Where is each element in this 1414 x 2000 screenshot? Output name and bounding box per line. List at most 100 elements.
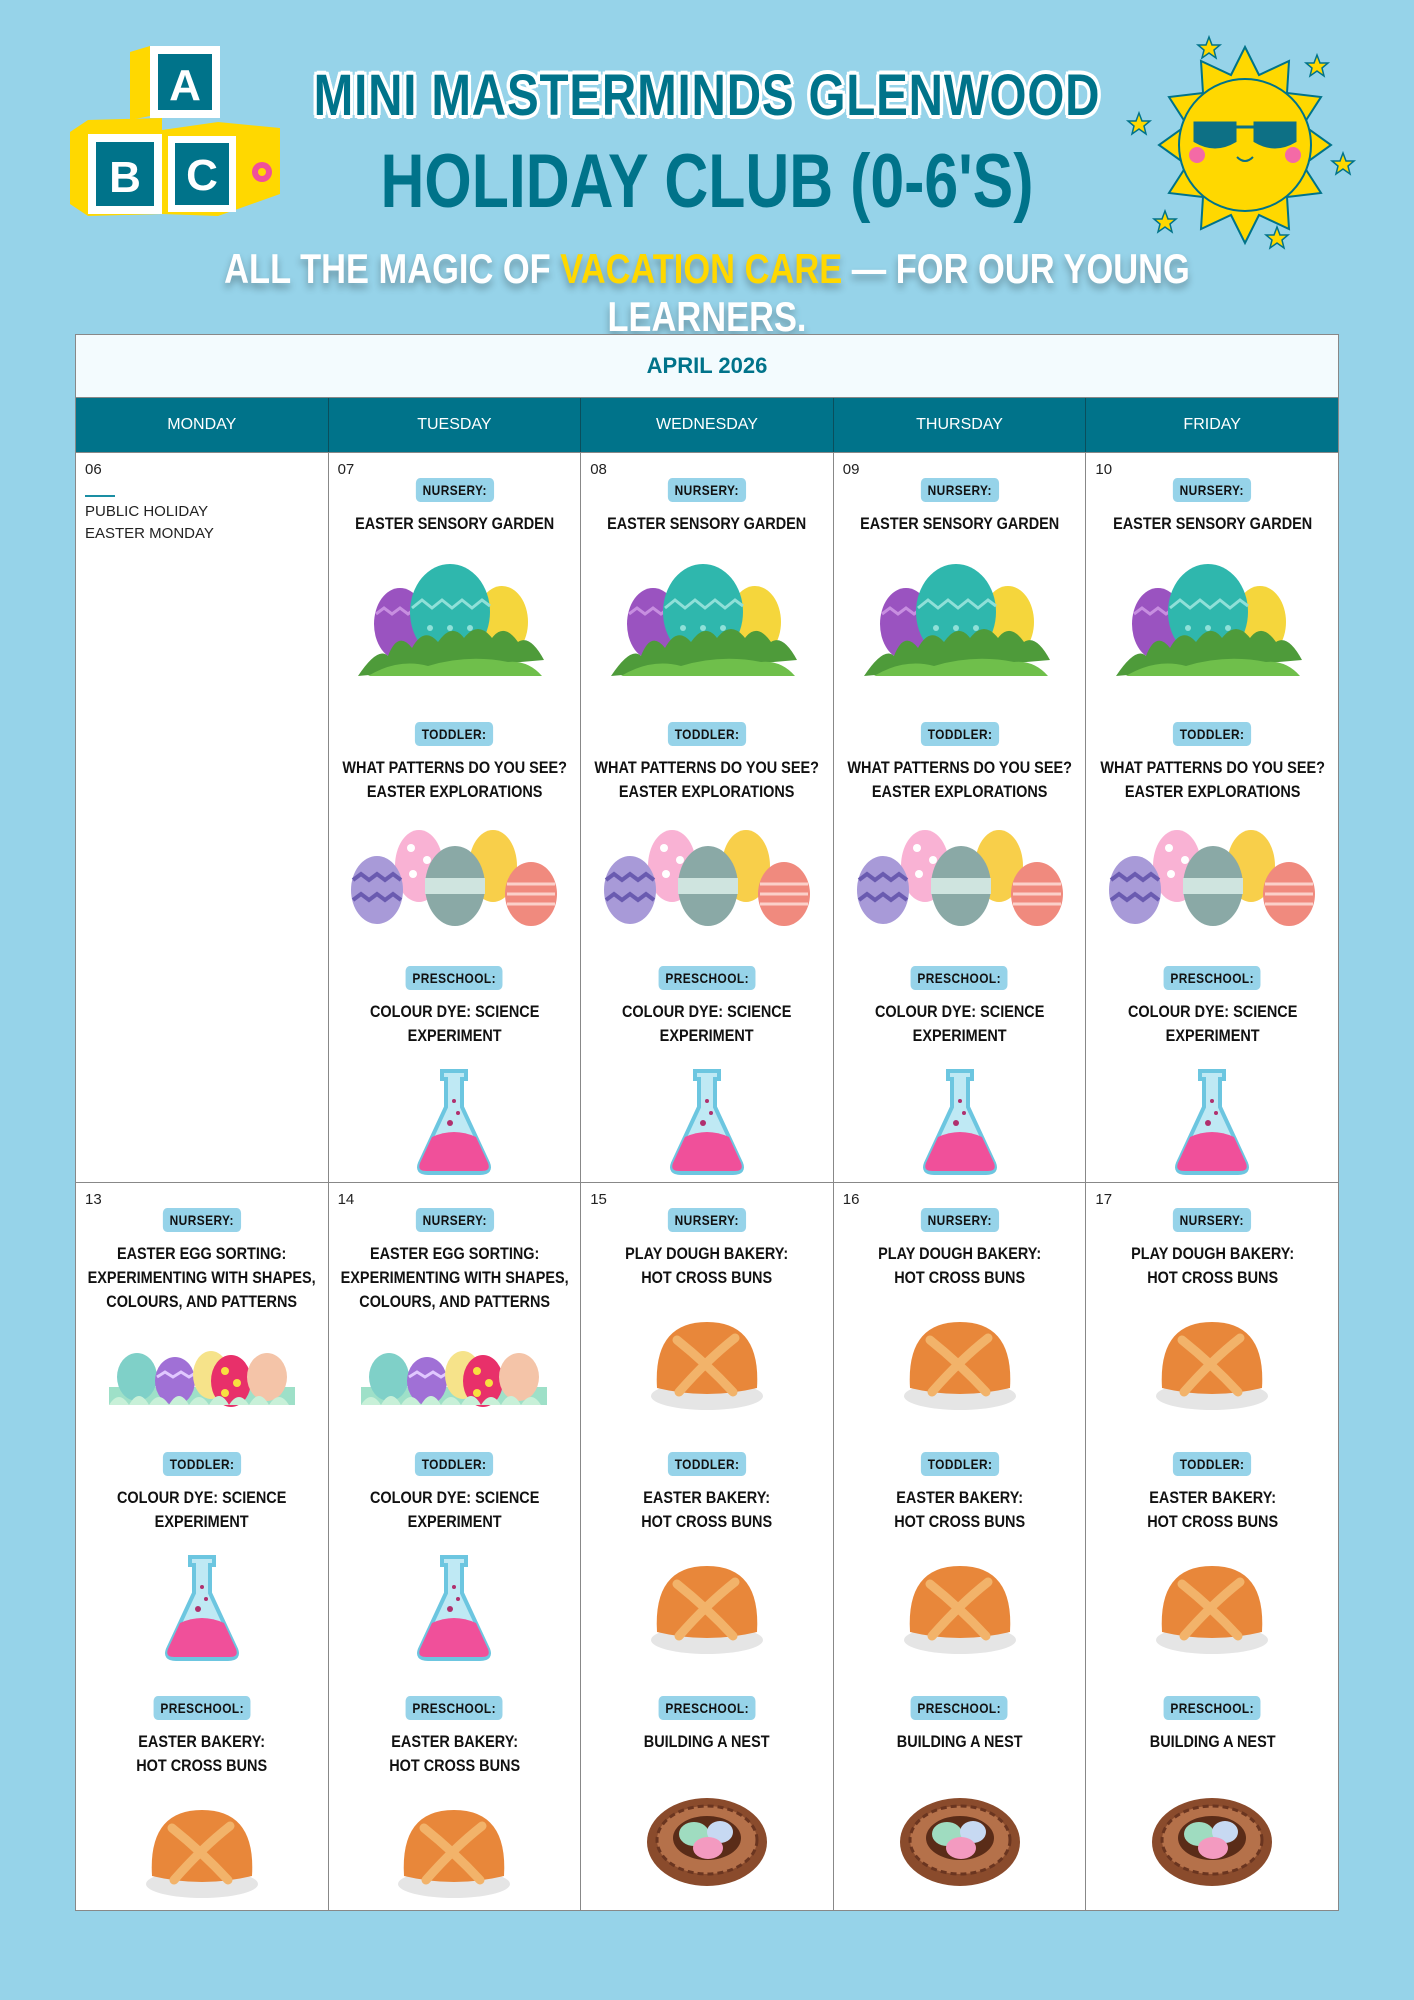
activity-title: PLAY DOUGH BAKERY: HOT CROSS BUNS — [625, 1244, 789, 1287]
activity: NURSERY: EASTER EGG SORTING: EXPERIMENTIN… — [76, 1208, 328, 1452]
eggs-in-grass-icon — [860, 536, 1060, 722]
egg-row-icon — [107, 1314, 297, 1452]
weekday-thursday: THURSDAY — [834, 398, 1087, 452]
activity: NURSERY: PLAY DOUGH BAKERY: HOT CROSS BUN… — [1086, 1208, 1338, 1452]
svg-text:A: A — [169, 61, 201, 110]
activity: TODDLER: EASTER BAKERY: HOT CROSS BUNS — [1086, 1452, 1338, 1696]
activity: TODDLER: WHAT PATTERNS DO YOU SEE? EASTER… — [1086, 722, 1338, 966]
age-group-badge: PRESCHOOL: — [1163, 966, 1261, 990]
activity-title: WHAT PATTERNS DO YOU SEE? EASTER EXPLORA… — [847, 758, 1072, 801]
day-cell: 15 NURSERY: PLAY DOUGH BAKERY: HOT CROSS B… — [581, 1183, 834, 1910]
patterned-eggs-icon — [1107, 804, 1317, 966]
day-number: 13 — [85, 1191, 102, 1208]
activity-title: EASTER SENSORY GARDEN — [354, 514, 554, 533]
age-group-badge: PRESCHOOL: — [405, 966, 503, 990]
day-cell: 17 NURSERY: PLAY DOUGH BAKERY: HOT CROSS B… — [1086, 1183, 1338, 1910]
activity-title: WHAT PATTERNS DO YOU SEE? EASTER EXPLORA… — [1099, 758, 1325, 801]
age-group-badge: NURSERY: — [668, 478, 746, 502]
activity: TODDLER: COLOUR DYE: SCIENCE EXPERIMENT — [329, 1452, 581, 1696]
calendar-week: 13 NURSERY: EASTER EGG SORTING: EXPERIMENT… — [76, 1182, 1338, 1910]
hot-cross-bun-icon — [1152, 1290, 1272, 1452]
weekday-monday: MONDAY — [76, 398, 329, 452]
age-group-badge: TODDLER: — [415, 722, 494, 746]
activity: TODDLER: COLOUR DYE: SCIENCE EXPERIMENT — [76, 1452, 328, 1696]
activity-title: EASTER EGG SORTING: EXPERIMENTING WITH S… — [340, 1244, 569, 1311]
patterned-eggs-icon — [602, 804, 812, 966]
holiday-text: EASTER MONDAY — [85, 525, 214, 542]
activity-title: EASTER BAKERY: HOT CROSS BUNS — [641, 1488, 773, 1531]
day-cell: 13 NURSERY: EASTER EGG SORTING: EXPERIMENT… — [76, 1183, 329, 1910]
activity-title: EASTER SENSORY GARDEN — [1112, 514, 1312, 533]
age-group-badge: NURSERY: — [668, 1208, 746, 1232]
flask-icon — [162, 1534, 242, 1696]
activity-title: EASTER SENSORY GARDEN — [607, 514, 807, 533]
age-group-badge: PRESCHOOL: — [658, 966, 756, 990]
tagline: ALL THE MAGIC OF VACATION CARE — FOR OUR… — [224, 245, 1190, 340]
age-group-badge: NURSERY: — [415, 1208, 494, 1232]
activity: PRESCHOOL: COLOUR DYE: SCIENCE EXPERIMENT — [329, 966, 581, 1210]
day-number: 06 — [85, 461, 102, 478]
age-group-badge: PRESCHOOL: — [910, 966, 1009, 990]
age-group-badge: TODDLER: — [667, 722, 747, 746]
activity-title: EASTER BAKERY: HOT CROSS BUNS — [1146, 1488, 1278, 1531]
activity: TODDLER: WHAT PATTERNS DO YOU SEE? EASTER… — [581, 722, 833, 966]
sun-with-sunglasses-icon — [1125, 35, 1357, 250]
age-group-badge: TODDLER: — [667, 1452, 747, 1476]
calendar-month: APRIL 2026 — [76, 335, 1338, 398]
age-group-badge: PRESCHOOL: — [658, 1696, 756, 1720]
activity-title: PLAY DOUGH BAKERY: HOT CROSS BUNS — [1130, 1244, 1294, 1287]
weekday-tuesday: TUESDAY — [329, 398, 582, 452]
day-cell: 16 NURSERY: PLAY DOUGH BAKERY: HOT CROSS B… — [834, 1183, 1087, 1910]
age-group-badge: NURSERY: — [1173, 1208, 1252, 1232]
age-group-badge: NURSERY: — [1173, 478, 1252, 502]
age-group-badge: NURSERY: — [162, 1208, 241, 1232]
activity: PRESCHOOL: EASTER BAKERY: HOT CROSS BUNS — [329, 1696, 581, 1940]
day-number: 17 — [1095, 1191, 1113, 1208]
svg-text:C: C — [186, 151, 218, 200]
activity-title: COLOUR DYE: SCIENCE EXPERIMENT — [369, 1002, 540, 1045]
activity-title: COLOUR DYE: SCIENCE EXPERIMENT — [117, 1488, 287, 1531]
day-cell: 06 PUBLIC HOLIDAY EASTER MONDAY — [76, 453, 329, 1182]
eggs-in-grass-icon — [1112, 536, 1312, 722]
holiday-text: PUBLIC HOLIDAY — [85, 503, 209, 520]
activity-title: COLOUR DYE: SCIENCE EXPERIMENT — [622, 1002, 792, 1045]
activity: PRESCHOOL: EASTER BAKERY: HOT CROSS BUNS — [76, 1696, 328, 1940]
activity-title: WHAT PATTERNS DO YOU SEE? EASTER EXPLORA… — [594, 758, 820, 801]
age-group-badge: TODDLER: — [920, 1452, 999, 1476]
activity: TODDLER: EASTER BAKERY: HOT CROSS BUNS — [581, 1452, 833, 1696]
patterned-eggs-icon — [349, 804, 559, 966]
calendar-week: 06 PUBLIC HOLIDAY EASTER MONDAY 07 NURSERY: E… — [76, 452, 1338, 1182]
svg-text:B: B — [109, 153, 141, 202]
page-subtitle: HOLIDAY CLUB (0-6'S) — [380, 139, 1034, 224]
holiday-note: PUBLIC HOLIDAY EASTER MONDAY — [85, 495, 214, 545]
age-group-badge: PRESCHOOL: — [1163, 1696, 1261, 1720]
day-cell: 08 NURSERY: EASTER SENSORY GARDEN TODDLER: W… — [581, 453, 834, 1182]
activity: PRESCHOOL: BUILDING A NEST — [581, 1696, 833, 1940]
activity: NURSERY: EASTER SENSORY GARDEN — [1086, 478, 1338, 722]
day-number: 10 — [1095, 461, 1113, 478]
flask-icon — [414, 1048, 494, 1210]
activity: PRESCHOOL: COLOUR DYE: SCIENCE EXPERIMENT — [581, 966, 833, 1210]
flask-icon — [414, 1534, 494, 1696]
age-group-badge: TODDLER: — [162, 1452, 241, 1476]
hot-cross-bun-icon — [900, 1534, 1020, 1696]
egg-row-icon — [359, 1314, 549, 1452]
day-cell: 09 NURSERY: EASTER SENSORY GARDEN TODDLER: W… — [834, 453, 1087, 1182]
age-group-badge: NURSERY: — [415, 478, 494, 502]
eggs-in-grass-icon — [607, 536, 807, 722]
hot-cross-bun-icon — [394, 1778, 514, 1940]
activity: NURSERY: EASTER SENSORY GARDEN — [834, 478, 1086, 722]
day-number: 14 — [337, 1191, 355, 1208]
activity-title: COLOUR DYE: SCIENCE EXPERIMENT — [369, 1488, 540, 1531]
day-number: 15 — [590, 1191, 607, 1208]
day-number: 07 — [337, 461, 355, 478]
activity-title: BUILDING A NEST — [1149, 1732, 1276, 1751]
calendar: APRIL 2026 MONDAY TUESDAY WEDNESDAY THURSDA… — [75, 334, 1339, 1911]
activity: NURSERY: EASTER SENSORY GARDEN — [581, 478, 833, 722]
activity: PRESCHOOL: COLOUR DYE: SCIENCE EXPERIMENT — [834, 966, 1086, 1210]
day-number: 08 — [590, 461, 607, 478]
activity-title: BUILDING A NEST — [896, 1732, 1023, 1751]
activity: NURSERY: PLAY DOUGH BAKERY: HOT CROSS BUN… — [581, 1208, 833, 1452]
age-group-badge: TODDLER: — [1173, 722, 1252, 746]
day-number: 09 — [842, 461, 860, 478]
